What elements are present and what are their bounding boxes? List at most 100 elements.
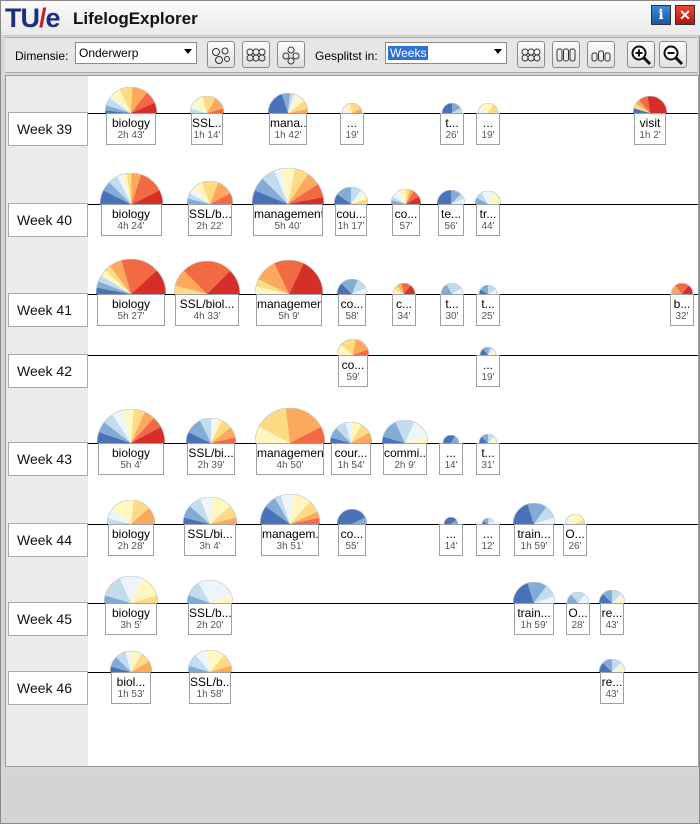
topic-bubble[interactable]: SSL... 1h 14': [190, 96, 224, 146]
topic-name: ...: [482, 116, 493, 130]
split-select[interactable]: Weeks: [385, 42, 507, 64]
topic-label-box: t... 30': [440, 294, 464, 326]
topic-bubble[interactable]: management 5h 9': [255, 260, 323, 327]
topic-bubble[interactable]: re... 43': [599, 659, 625, 705]
topic-pie: [441, 103, 463, 114]
topic-bubble[interactable]: te... 56': [437, 190, 465, 237]
topic-label-box: visit 1h 2': [634, 113, 666, 145]
topic-bubble[interactable]: co... 57': [391, 189, 421, 237]
topic-bubble[interactable]: co... 58': [337, 279, 367, 327]
topic-bubble[interactable]: t... 31': [475, 434, 501, 476]
topic-bubble[interactable]: biology 5h 27': [96, 259, 166, 327]
pie-wedge: [188, 583, 210, 603]
topic-bubble[interactable]: re... 43': [599, 590, 625, 636]
pie-outline: [440, 283, 464, 295]
week-label[interactable]: Week 40: [8, 203, 88, 237]
topic-bubble[interactable]: commi... 2h 9': [382, 420, 428, 476]
layout-loose-button[interactable]: [207, 41, 235, 68]
pie-wedge: [255, 286, 289, 294]
topic-bubble[interactable]: SSL/b... 2h 22': [187, 181, 233, 237]
topic-bubble[interactable]: SSL/b... 2h 20': [187, 580, 233, 636]
pie-wedge: [290, 511, 320, 524]
layout-cluster-button[interactable]: [277, 41, 305, 68]
topic-bubble[interactable]: biology 4h 24': [99, 172, 163, 238]
topic-bubble[interactable]: management 5h 40': [252, 168, 324, 237]
topic-bubble[interactable]: SSL/b... 1h 58': [188, 650, 232, 705]
info-button[interactable]: i: [651, 5, 671, 25]
topic-bubble[interactable]: c... 34': [391, 283, 417, 327]
topic-bubble[interactable]: ... 19': [475, 103, 501, 146]
topic-bubble[interactable]: managem...3h 51': [260, 494, 320, 557]
topic-bubble[interactable]: t... 30': [439, 283, 465, 327]
topic-bubble[interactable]: biology 2h 28': [107, 500, 155, 557]
topic-bubble[interactable]: cou... 1h 17': [334, 187, 368, 237]
pie-wedge: [122, 409, 134, 443]
topic-bubble[interactable]: SSL/bi... 3h 4': [183, 497, 237, 557]
week-label[interactable]: Week 39: [8, 112, 88, 146]
topic-bubble[interactable]: ... 12': [475, 518, 501, 557]
topic-bubble[interactable]: b... 32': [669, 283, 695, 327]
topic-bubble[interactable]: t... 25': [475, 285, 501, 327]
topic-bubble[interactable]: tr... 44': [475, 191, 501, 237]
topic-name: commi...: [384, 446, 427, 460]
topic-duration: 31': [481, 460, 495, 471]
week-label[interactable]: Week 44: [8, 523, 88, 557]
week-label[interactable]: Week 42: [8, 354, 88, 388]
topic-bubble[interactable]: train... 1h 59': [513, 503, 555, 557]
topic-bubble[interactable]: O... 26': [562, 514, 588, 557]
pie-wedge: [452, 108, 462, 113]
pie-outline: [105, 87, 157, 114]
pie-wedge: [254, 178, 288, 204]
dimension-select[interactable]: Onderwerp: [75, 42, 197, 64]
topic-duration: 2h 22': [196, 221, 224, 232]
zoom-out-icon: [663, 45, 684, 66]
topic-bubble[interactable]: O... 28': [565, 592, 591, 636]
topic-bubble[interactable]: co... 59': [337, 339, 369, 388]
topic-name: train...: [517, 527, 551, 541]
topic-bubble[interactable]: ... 14': [438, 435, 464, 476]
topic-bubble[interactable]: ... 19': [339, 103, 365, 146]
topic-bubble[interactable]: biology 5h 4': [97, 409, 165, 476]
topic-pie: [599, 590, 625, 604]
pie-wedge: [671, 285, 682, 294]
zoom-out-button[interactable]: [659, 41, 687, 68]
topic-name: biology: [111, 297, 151, 311]
topic-bubble[interactable]: biol... 1h 53': [110, 651, 152, 705]
week-label[interactable]: Week 41: [8, 293, 88, 327]
pie-wedge: [566, 514, 584, 524]
pie-outline: [268, 93, 308, 114]
topic-name: SSL/b...: [189, 207, 232, 221]
topic-bubble[interactable]: biology 2h 43': [105, 87, 157, 146]
pie-wedge: [174, 285, 207, 294]
topic-bubble[interactable]: train... 1h 59': [513, 582, 555, 636]
layout-grid-button[interactable]: [242, 41, 270, 68]
topic-bubble[interactable]: ... 14': [438, 517, 464, 557]
topic-bubble[interactable]: mana... 1h 42': [268, 93, 308, 146]
topic-bubble[interactable]: cour... 1h 54': [330, 422, 372, 476]
topic-bubble[interactable]: biology 3h 5': [104, 576, 158, 636]
topic-bubble[interactable]: t... 26': [439, 103, 465, 146]
zoom-in-button[interactable]: [627, 41, 655, 68]
pie-wedge: [260, 506, 290, 524]
split-bars-button[interactable]: [587, 41, 615, 68]
pie-wedge: [104, 595, 131, 603]
pie-wedge: [186, 432, 211, 443]
split-columns-button[interactable]: [552, 41, 580, 68]
split-grid-button[interactable]: [517, 41, 545, 68]
topic-bubble[interactable]: co... 55': [337, 509, 367, 557]
topic-bubble[interactable]: management 4h 50': [255, 408, 325, 476]
close-button[interactable]: ✕: [675, 5, 695, 25]
pie-wedge: [406, 196, 421, 204]
pie-outline: [564, 514, 586, 525]
topic-bubble[interactable]: visit 1h 2': [633, 96, 667, 146]
topic-bubble[interactable]: ... 19': [475, 347, 501, 388]
week-label[interactable]: Week 46: [8, 671, 88, 705]
pie-wedge: [393, 289, 404, 294]
week-label[interactable]: Week 43: [8, 442, 88, 476]
pie-wedge: [482, 521, 488, 524]
topic-bubble[interactable]: SSL/bi... 2h 39': [186, 418, 236, 476]
topic-bubble[interactable]: SSL/biol... 4h 33': [174, 261, 240, 327]
topic-name: t...: [481, 446, 495, 460]
topic-name: biology: [111, 606, 151, 620]
week-label[interactable]: Week 45: [8, 602, 88, 636]
